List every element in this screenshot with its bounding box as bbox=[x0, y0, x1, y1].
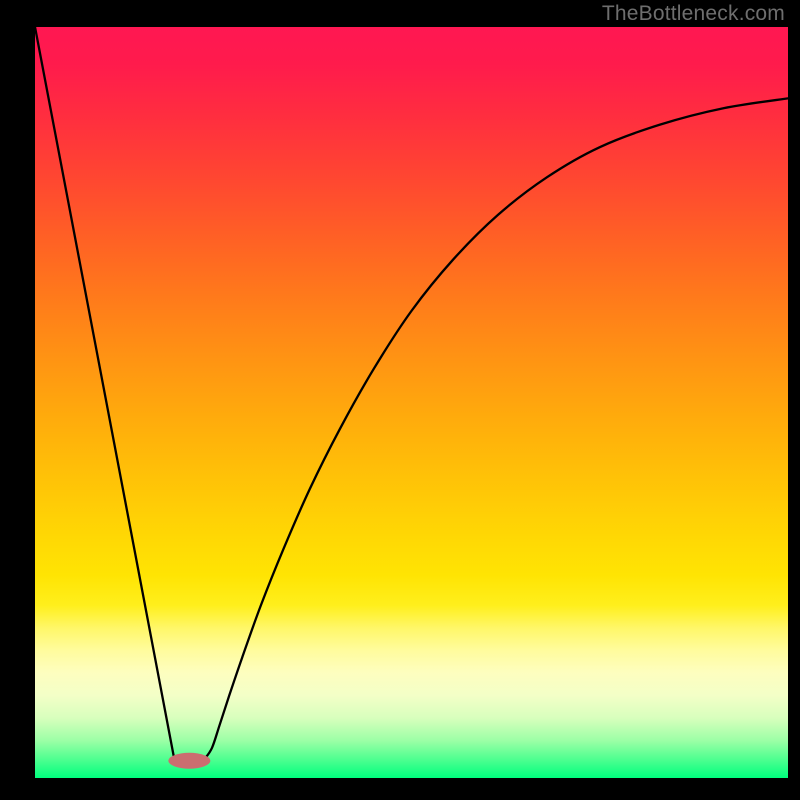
optimum-marker bbox=[168, 753, 210, 769]
plot-area bbox=[35, 27, 788, 778]
chart-svg bbox=[0, 0, 800, 800]
attribution-text: TheBottleneck.com bbox=[602, 2, 785, 26]
bottleneck-chart: TheBottleneck.com bbox=[0, 0, 800, 800]
